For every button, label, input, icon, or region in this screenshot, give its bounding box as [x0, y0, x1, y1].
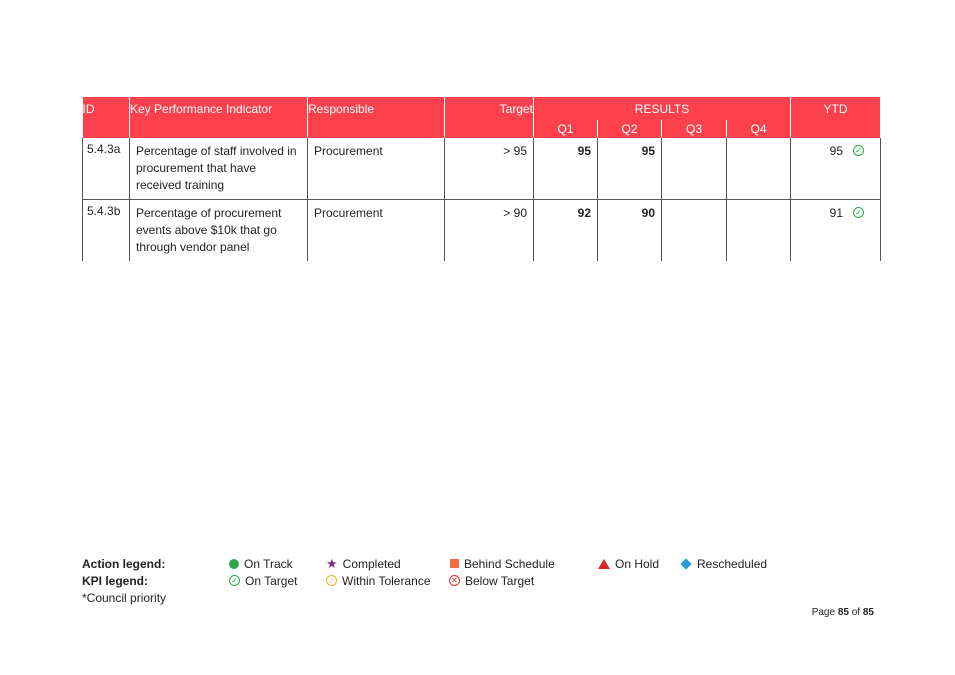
row-responsible: Procurement: [307, 138, 445, 200]
green-circle-icon: [229, 558, 239, 569]
on-target-icon: ✓: [853, 207, 865, 219]
x-circle-icon: ✕: [449, 575, 460, 587]
row-q3: [661, 199, 727, 261]
legend-completed: ★ Completed: [326, 557, 401, 571]
header-q3: Q3: [661, 120, 727, 138]
subheader-empty: [129, 120, 308, 138]
legend-behind-schedule: Behind Schedule: [450, 557, 555, 571]
header-kpi: Key Performance Indicator: [129, 97, 308, 120]
legend-on-target: ✓ On Target: [229, 574, 297, 588]
row-target: > 90: [444, 199, 534, 261]
red-triangle-icon: [598, 558, 610, 569]
table-subheader-row: Q1 Q2 Q3 Q4: [82, 120, 882, 138]
legend-below-target: ✕ Below Target: [449, 574, 534, 588]
action-legend-label: Action legend:: [82, 557, 166, 571]
table-row: 5.4.3a Percentage of staff involved in p…: [82, 138, 882, 200]
header-id: ID: [82, 97, 130, 120]
row-id: 5.4.3a: [82, 138, 130, 200]
orange-square-icon: [450, 559, 459, 569]
legend-on-hold: On Hold: [598, 557, 659, 571]
header-results: RESULTS: [533, 97, 792, 120]
legend-within-tolerance-label: Within Tolerance: [342, 574, 431, 588]
page-number: Page 85 of 85: [812, 607, 874, 618]
header-q1: Q1: [533, 120, 598, 138]
row-ytd: 91 ✓: [790, 199, 882, 261]
legend-below-target-label: Below Target: [465, 574, 535, 588]
legend-rescheduled: Rescheduled: [680, 557, 768, 571]
row-target: > 95: [444, 138, 534, 200]
page-total: 85: [862, 607, 874, 618]
header-q4: Q4: [726, 120, 792, 138]
star-icon: ★: [326, 555, 338, 571]
page-prefix: Page: [811, 607, 836, 618]
header-ytd: YTD: [790, 97, 882, 120]
ytd-value: 95: [829, 144, 844, 158]
legend-completed-label: Completed: [342, 557, 401, 571]
header-q2: Q2: [597, 120, 662, 138]
legend-behind-schedule-label: Behind Schedule: [464, 557, 555, 571]
row-q2: 95: [597, 138, 662, 200]
row-ytd: 95 ✓: [790, 138, 882, 200]
row-q2: 90: [597, 199, 662, 261]
page-current: 85: [837, 607, 849, 618]
table-row: 5.4.3b Percentage of procurement events …: [82, 199, 882, 261]
row-kpi: Percentage of procurement events above $…: [129, 199, 308, 261]
subheader-empty: [790, 120, 882, 138]
row-id: 5.4.3b: [82, 199, 130, 261]
header-target: Target: [444, 97, 534, 120]
kpi-table: ID Key Performance Indicator Responsible…: [82, 97, 882, 261]
row-q4: [725, 199, 791, 261]
on-target-icon: ✓: [853, 145, 865, 157]
legend-on-track-label: On Track: [244, 557, 293, 571]
legend-on-target-label: On Target: [245, 574, 298, 588]
subheader-empty: [82, 120, 130, 138]
check-circle-icon: ✓: [229, 575, 240, 587]
legend-on-track: On Track: [229, 557, 293, 571]
row-responsible: Procurement: [307, 199, 445, 261]
row-q3: [661, 138, 727, 200]
tolerance-circle-icon: ○: [326, 575, 337, 587]
legend-rescheduled-label: Rescheduled: [697, 557, 768, 571]
row-q1: 92: [533, 199, 598, 261]
subheader-empty: [444, 120, 534, 138]
council-priority-note: *Council priority: [82, 591, 167, 605]
legend-on-hold-label: On Hold: [615, 557, 660, 571]
table-header-row: ID Key Performance Indicator Responsible…: [82, 97, 882, 120]
header-responsible: Responsible: [307, 97, 445, 120]
subheader-empty: [307, 120, 445, 138]
page-of: of: [851, 607, 861, 618]
row-q4: [725, 138, 791, 200]
blue-diamond-icon: [680, 558, 692, 570]
row-q1: 95: [533, 138, 598, 200]
kpi-legend-label: KPI legend:: [82, 574, 149, 588]
row-kpi: Percentage of staff involved in procurem…: [129, 138, 308, 200]
legend-within-tolerance: ○ Within Tolerance: [326, 574, 431, 588]
ytd-value: 91: [829, 206, 844, 220]
